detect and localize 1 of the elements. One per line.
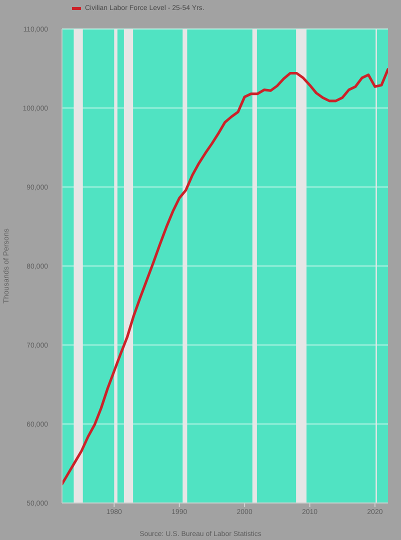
line-series xyxy=(62,68,388,486)
